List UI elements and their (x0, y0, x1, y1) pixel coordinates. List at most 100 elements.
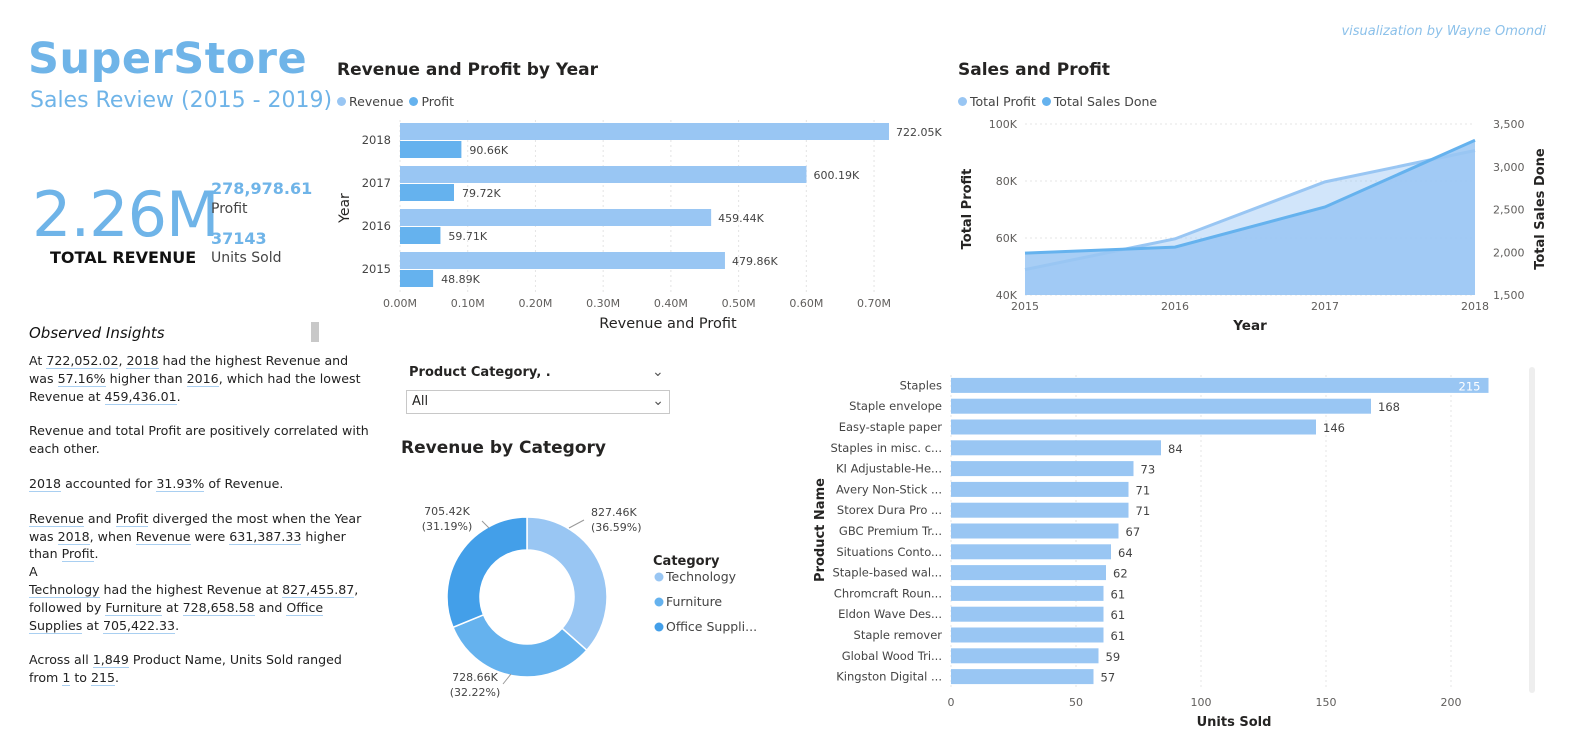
category-title: Revenue by Category (401, 438, 606, 458)
insights-text: At 722,052.02, 2018 had the highest Reve… (29, 352, 374, 704)
leader-line (568, 519, 585, 529)
legend-item-profit[interactable]: Profit (409, 94, 454, 109)
chevron-down-icon[interactable]: ⌄ (652, 364, 664, 380)
legend-title: Category (653, 554, 720, 569)
donut-value-label: 827.46K (591, 506, 637, 519)
y-tick-label: Eldon Wave Des... (838, 607, 942, 621)
donut-slice (526, 516, 608, 652)
x-tick-label: 0 (948, 696, 955, 709)
bar-units (951, 481, 1129, 497)
x-axis-title: Year (1232, 318, 1267, 334)
area-total-sales (1025, 140, 1475, 295)
legend-item-total-profit[interactable]: Total Profit (958, 94, 1036, 109)
brand-subtitle: Sales Review (2015 - 2019) (30, 88, 333, 113)
data-label-units: 62 (1113, 567, 1128, 581)
data-label-profit: 59.71K (448, 230, 487, 243)
y-tick-label: Staple envelope (849, 399, 942, 413)
bar-revenue (400, 252, 725, 269)
y-axis-title: Year (337, 193, 353, 224)
sales-profit-chart: 40K 60K 80K 100K 1,500 2,000 2,500 3,000 3,500 20… (960, 118, 1548, 334)
x-axis-title: Units Sold (1197, 715, 1272, 730)
insights-scroll-handle[interactable] (311, 322, 319, 342)
donut-slice (446, 516, 528, 629)
y-tick-label: Situations Conto... (836, 545, 942, 559)
total-revenue-value: 2.26M (32, 178, 220, 251)
data-label-units: 84 (1168, 442, 1183, 456)
y-tick-label: GBC Premium Tr... (839, 524, 942, 538)
legend-label: Office Suppli... (666, 619, 757, 634)
line-total-profit (1024, 149, 1476, 272)
legend-dot (654, 597, 664, 607)
units-value: 37143 (211, 229, 267, 248)
category-dropdown[interactable]: All ⌄ (406, 390, 670, 414)
x-tick-label: 150 (1316, 696, 1337, 709)
data-label-units: 61 (1111, 608, 1126, 622)
bar-units (951, 669, 1094, 685)
y-tick-label: Chromcraft Roun... (834, 586, 942, 600)
x-tick-label: 0.20M (518, 297, 552, 310)
legend-label: Furniture (666, 594, 722, 609)
y-tick-label: 100K (989, 118, 1018, 131)
data-label-units: 64 (1118, 546, 1133, 560)
x-axis-title: Revenue and Profit (599, 316, 737, 332)
bar-profit (400, 270, 434, 287)
legend-label: Technology (665, 569, 737, 584)
x-tick-label: 0.30M (586, 297, 620, 310)
bar-units (951, 419, 1316, 435)
data-label-units: 215 (1459, 379, 1481, 393)
insights-title: Observed Insights (29, 324, 165, 342)
bar-revenue (400, 166, 807, 183)
x-tick-label: 50 (1069, 696, 1083, 709)
line-total-sales (1024, 138, 1476, 255)
y-tick-label: 2015 (362, 262, 391, 276)
y-tick-label: 40K (996, 289, 1018, 302)
bar-units (951, 398, 1371, 414)
legend-item-revenue[interactable]: Revenue (337, 94, 403, 109)
chart-scrollbar[interactable] (1529, 367, 1535, 693)
donut-percent-label: (36.59%) (591, 521, 642, 534)
y-tick-label: 2018 (362, 133, 391, 147)
y2-axis-title: Total Sales Done (1533, 148, 1548, 270)
x-tick-label: 2015 (1011, 300, 1039, 313)
insight-paragraph: Revenue and total Profit are positively … (29, 423, 369, 457)
data-label-units: 57 (1101, 671, 1116, 685)
y-tick-label: 2017 (362, 176, 391, 190)
data-label-units: 61 (1111, 629, 1126, 643)
leader-line (502, 673, 512, 685)
bar-profit (400, 184, 454, 201)
legend-dot (654, 572, 664, 582)
insight-paragraph: 2018 accounted for 31.93% of Revenue. (29, 475, 284, 492)
x-tick-label: 0.50M (722, 297, 756, 310)
data-label-units: 146 (1323, 421, 1345, 435)
y-tick-label: Storex Dura Pro ... (837, 503, 942, 517)
y-tick-label: Global Wood Tri... (842, 649, 942, 663)
chevron-down-icon[interactable]: ⌄ (652, 393, 664, 409)
bar-profit (400, 141, 462, 158)
total-revenue-label: TOTAL REVENUE (50, 248, 197, 267)
x-tick-label: 200 (1441, 696, 1462, 709)
profit-label: Profit (211, 201, 248, 217)
y-axis-title: Total Profit (960, 169, 975, 250)
slicer-label: Product Category, . (409, 365, 551, 380)
y-tick-label: Staple-based wal... (832, 566, 942, 580)
data-label-units: 61 (1111, 587, 1126, 601)
x-tick-label: 0.70M (857, 297, 891, 310)
donut-value-label: 705.42K (424, 505, 470, 518)
sales-profit-title: Sales and Profit (958, 60, 1111, 80)
revenue-profit-title: Revenue and Profit by Year (337, 60, 599, 80)
bar-units (951, 648, 1099, 664)
donut-value-label: 728.66K (452, 671, 498, 684)
legend-item-total-sales[interactable]: Total Sales Done (1041, 94, 1157, 109)
insight-paragraph: Technology had the highest Revenue at 82… (29, 581, 359, 634)
x-tick-label: 2016 (1161, 300, 1189, 313)
x-tick-label: 0.10M (451, 297, 485, 310)
x-tick-label: 0.60M (789, 297, 823, 310)
data-label-revenue: 722.05K (896, 126, 942, 139)
bar-revenue (400, 123, 889, 140)
profit-value: 278,978.61 (211, 179, 313, 198)
dropdown-value: All (412, 394, 429, 409)
sales-profit-legend: Total Profit Total Sales Done (958, 94, 1163, 109)
y-axis-title: Product Name (813, 478, 828, 582)
y-tick-label: Avery Non-Stick ... (836, 482, 942, 496)
bar-units (951, 606, 1104, 622)
